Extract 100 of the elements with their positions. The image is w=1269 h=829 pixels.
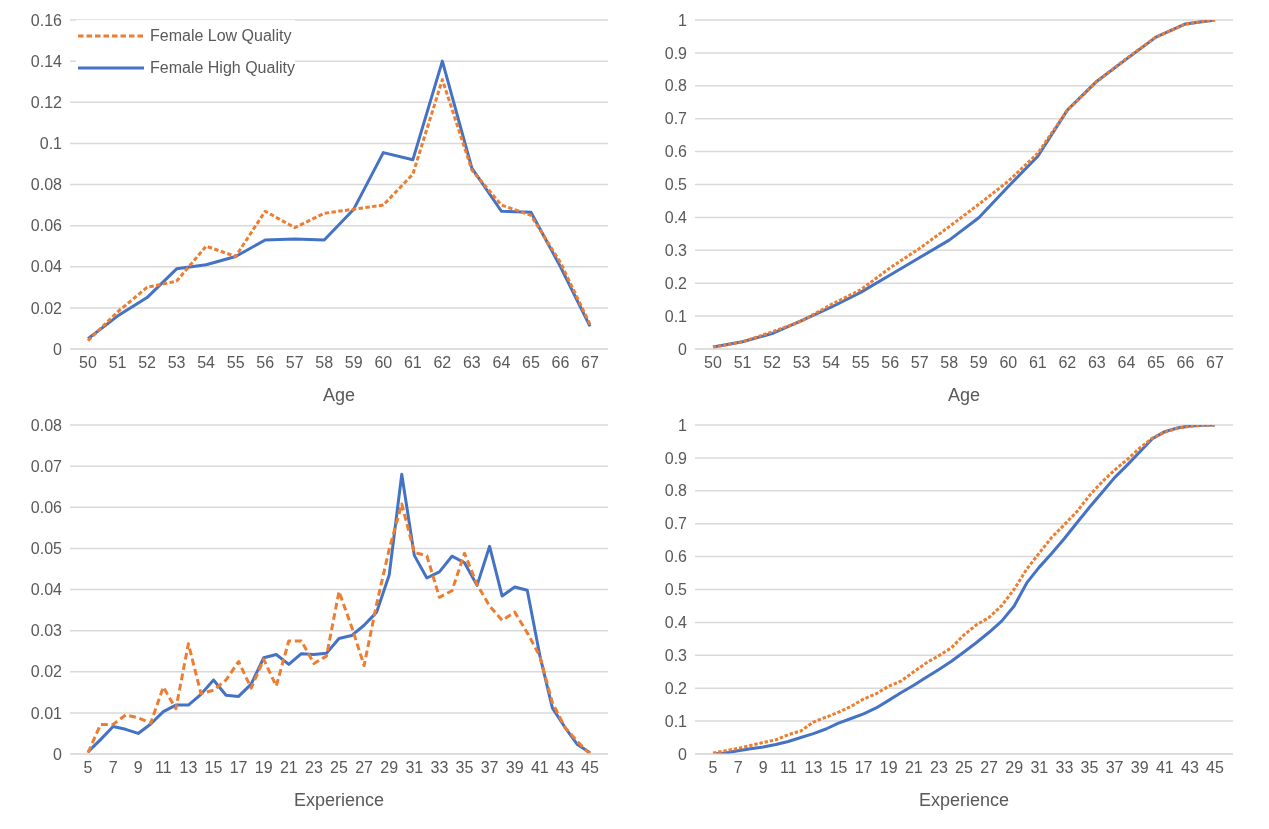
y-tick-label: 0.2 <box>664 679 688 697</box>
x-tick-label: 7 <box>108 759 118 777</box>
x-tick-label: 17 <box>229 759 248 777</box>
x-axis-title: Age <box>947 385 981 405</box>
x-tick-label: 29 <box>1005 759 1024 777</box>
x-tick-label: 25 <box>330 759 348 777</box>
y-tick-label: 0.02 <box>30 663 63 681</box>
x-tick-label: 37 <box>1105 759 1124 777</box>
x-axis-title: Experience <box>293 790 385 810</box>
y-tick-label: 0.8 <box>664 77 688 95</box>
x-tick-label: 27 <box>355 759 374 777</box>
x-tick-label: 33 <box>430 759 449 777</box>
x-tick-label: 37 <box>480 759 499 777</box>
x-tick-label: 53 <box>792 354 811 372</box>
x-tick-label: 35 <box>455 759 474 777</box>
x-tick-label: 60 <box>999 354 1018 372</box>
x-tick-label: 50 <box>79 354 97 372</box>
y-tick-label: 0.1 <box>664 712 688 730</box>
y-tick-label: 0.6 <box>664 548 688 566</box>
y-tick-label: 0.6 <box>664 143 688 161</box>
x-tick-label: 9 <box>758 759 768 777</box>
x-tick-label: 61 <box>403 354 422 372</box>
x-tick-label: 25 <box>955 759 973 777</box>
x-tick-label: 60 <box>374 354 393 372</box>
x-tick-label: 13 <box>179 759 198 777</box>
y-tick-label: 0.14 <box>30 52 63 70</box>
x-axis-title: Age <box>322 385 356 405</box>
y-tick-label: 0.07 <box>30 457 63 475</box>
y-tick-label: 0.08 <box>30 416 63 434</box>
x-tick-label: 65 <box>522 354 540 372</box>
y-tick-label: 0.06 <box>30 498 63 516</box>
line-series <box>711 20 1217 349</box>
x-tick-label: 57 <box>910 354 929 372</box>
x-tick-label: 17 <box>854 759 873 777</box>
x-tick-label: 58 <box>940 354 959 372</box>
x-tick-label: 27 <box>980 759 999 777</box>
x-tick-label: 52 <box>763 354 782 372</box>
y-tick-label: 0.02 <box>30 299 63 317</box>
y-tick-label: 0.5 <box>664 581 688 599</box>
x-axis-title: Experience <box>918 790 1010 810</box>
y-tick-label: 0 <box>678 745 688 763</box>
x-tick-label: 64 <box>1117 354 1136 372</box>
y-tick-label: 0.5 <box>664 176 688 194</box>
y-tick-label: 1 <box>678 416 688 434</box>
x-tick-label: 11 <box>780 759 797 777</box>
line-series <box>711 425 1217 754</box>
x-tick-label: 21 <box>279 759 298 777</box>
x-tick-label: 62 <box>1058 354 1077 372</box>
x-tick-label: 55 <box>226 354 245 372</box>
x-tick-label: 67 <box>581 354 599 372</box>
x-tick-label: 55 <box>851 354 870 372</box>
x-tick-label: 31 <box>1030 759 1049 777</box>
y-tick-label: 0.3 <box>664 241 688 259</box>
x-tick-label: 41 <box>1155 759 1174 777</box>
x-tick-label: 59 <box>969 354 988 372</box>
x-tick-label: 35 <box>1080 759 1099 777</box>
y-tick-label: 0.12 <box>30 93 63 111</box>
x-tick-label: 5 <box>708 759 718 777</box>
x-tick-label: 19 <box>254 759 273 777</box>
y-tick-label: 0.1 <box>664 307 688 325</box>
y-tick-label: 0.1 <box>39 135 63 153</box>
y-tick-label: 0.16 <box>30 11 63 29</box>
y-tick-label: 0.7 <box>664 515 688 533</box>
legend-label: Female Low Quality <box>150 27 292 45</box>
x-tick-label: 63 <box>1087 354 1106 372</box>
x-tick-label: 15 <box>204 759 223 777</box>
x-tick-label: 43 <box>1181 759 1199 777</box>
x-tick-label: 53 <box>167 354 186 372</box>
y-tick-label: 1 <box>678 11 688 29</box>
y-tick-label: 0.4 <box>664 209 688 227</box>
x-tick-label: 19 <box>879 759 898 777</box>
x-tick-label: 7 <box>733 759 743 777</box>
y-tick-label: 0.9 <box>664 449 688 467</box>
x-tick-label: 65 <box>1147 354 1165 372</box>
x-tick-label: 31 <box>405 759 424 777</box>
y-tick-label: 0 <box>678 340 688 358</box>
x-tick-label: 62 <box>433 354 452 372</box>
x-tick-label: 43 <box>556 759 574 777</box>
y-tick-label: 0.04 <box>30 258 63 276</box>
legend-label: Female High Quality <box>150 59 295 77</box>
y-tick-label: 0.01 <box>30 704 63 722</box>
x-tick-label: 39 <box>1130 759 1149 777</box>
x-tick-label: 56 <box>256 354 275 372</box>
x-tick-label: 23 <box>305 759 323 777</box>
y-tick-label: 0.7 <box>664 110 688 128</box>
x-tick-label: 51 <box>108 354 127 372</box>
y-tick-label: 0.08 <box>30 176 63 194</box>
x-tick-label: 66 <box>551 354 570 372</box>
x-tick-label: 64 <box>492 354 511 372</box>
x-tick-label: 56 <box>881 354 900 372</box>
y-tick-label: 0.9 <box>664 44 688 62</box>
x-tick-label: 39 <box>505 759 524 777</box>
y-tick-label: 0.04 <box>30 581 63 599</box>
x-tick-label: 51 <box>733 354 752 372</box>
y-tick-label: 0.06 <box>30 217 63 235</box>
x-tick-label: 66 <box>1176 354 1195 372</box>
x-tick-label: 52 <box>138 354 157 372</box>
x-tick-label: 45 <box>1206 759 1224 777</box>
x-tick-label: 21 <box>904 759 923 777</box>
x-tick-label: 13 <box>804 759 823 777</box>
